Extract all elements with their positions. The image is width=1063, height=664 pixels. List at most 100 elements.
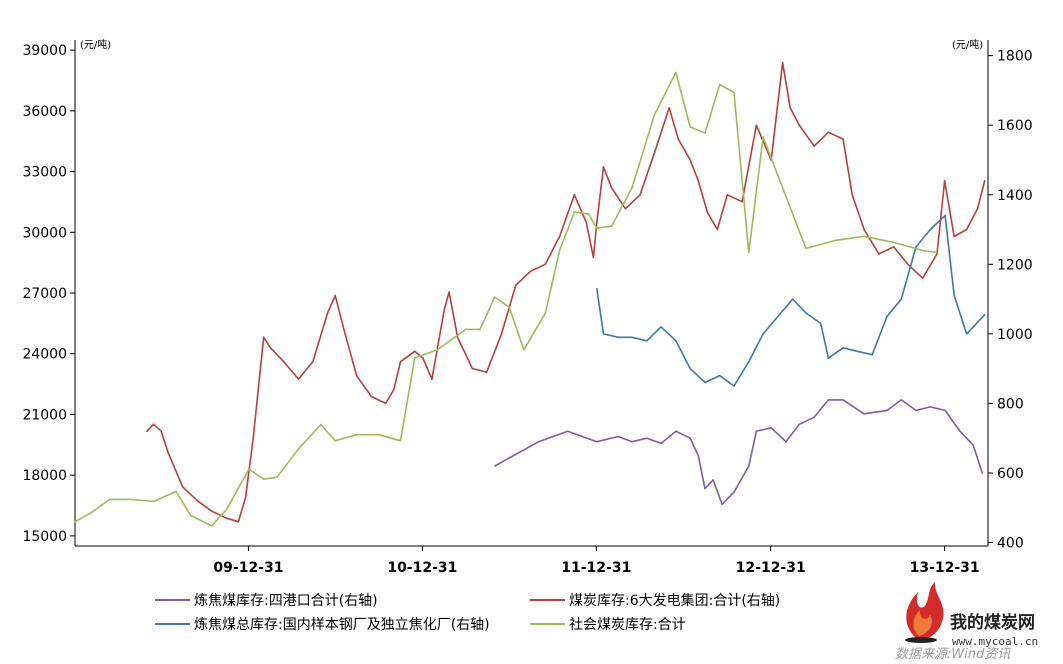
legend-item-power-group-coal: 煤炭库存:6大发电集团:合计(右轴) [530, 592, 780, 609]
data-point [704, 487, 706, 490]
data-point [871, 353, 873, 356]
data-point [748, 360, 750, 363]
data-point [587, 213, 590, 215]
data-point [915, 409, 917, 412]
data-point [733, 491, 735, 493]
data-point [697, 454, 700, 457]
data-point [297, 378, 300, 380]
data-point [334, 294, 337, 297]
data-point [624, 207, 627, 210]
data-point [414, 357, 416, 359]
data-point [900, 298, 903, 300]
data-point [983, 313, 986, 316]
data-point [755, 124, 758, 126]
data-point [972, 444, 974, 446]
data-point [921, 249, 924, 252]
data-point [944, 409, 946, 412]
data-point [892, 246, 895, 248]
data-point [798, 124, 801, 126]
data-point [660, 326, 662, 328]
data-point [639, 194, 641, 196]
data-point [704, 381, 706, 384]
data-point [827, 357, 830, 360]
left-tick-label: 18000 [22, 468, 67, 484]
data-point [211, 510, 213, 512]
data-point [733, 91, 735, 94]
data-point [851, 194, 853, 196]
legend-label: 社会煤炭库存:合计 [569, 617, 686, 633]
data-point [900, 399, 903, 401]
data-point [646, 340, 648, 342]
x-tick-label: 10-12-31 [387, 560, 457, 576]
data-point [523, 348, 525, 351]
data-point [704, 132, 706, 134]
data-point [384, 402, 387, 405]
data-point [953, 235, 955, 238]
data-point [842, 138, 844, 140]
data-point [269, 347, 272, 349]
data-point [443, 308, 446, 311]
data-point [167, 451, 169, 453]
data-point [355, 374, 358, 377]
data-point [181, 486, 184, 488]
data-point [983, 180, 986, 182]
data-point [370, 395, 373, 398]
data-point [596, 440, 598, 443]
data-point [842, 399, 844, 401]
data-point [515, 284, 517, 287]
data-point [646, 437, 648, 440]
data-point [677, 138, 680, 140]
data-point [596, 227, 598, 229]
data-point [500, 333, 503, 335]
data-point [706, 211, 709, 213]
data-point [972, 326, 974, 328]
data-point [631, 187, 633, 189]
data-point [785, 440, 787, 443]
data-point [431, 378, 433, 380]
data-point [573, 211, 576, 213]
data-point [653, 152, 656, 154]
legend-label: 炼焦煤库存:四港口合计(右轴) [194, 593, 378, 609]
data-point [585, 221, 588, 224]
data-point [748, 465, 750, 467]
data-point [558, 249, 561, 252]
data-point [936, 251, 938, 254]
legend-item-port-coking-coal: 炼焦煤库存:四港口合计(右轴) [155, 593, 378, 609]
data-point [262, 336, 265, 339]
left-axis-ticks: 15000 18000 21000 24000 27000 30000 33000 36000… [22, 43, 75, 545]
data-point [537, 440, 540, 443]
series-line-3 [74, 71, 938, 527]
data-point [770, 427, 772, 429]
right-tick-label: 400 [997, 536, 1024, 552]
data-point [675, 340, 677, 342]
watermark-source: 数据来源:Wind资讯 [895, 647, 1011, 662]
data-point [863, 235, 865, 238]
data-point [448, 291, 450, 293]
data-point [252, 437, 254, 440]
data-point [544, 263, 547, 266]
data-point [262, 478, 265, 481]
right-tick-label: 1600 [997, 118, 1033, 134]
left-tick-label: 15000 [22, 529, 67, 545]
data-point [109, 498, 111, 501]
data-point [456, 336, 459, 339]
data-point [610, 187, 613, 189]
data-point [544, 312, 547, 315]
data-point [863, 413, 865, 415]
data-point [813, 145, 815, 147]
flame-icon [905, 582, 944, 643]
watermark-url: www.mycoal.cn [952, 635, 1038, 648]
data-point [558, 235, 561, 238]
legend-label: 炼焦煤总库存:国内样本钢厂及独立焦化厂(右轴) [194, 617, 490, 633]
data-point [464, 328, 467, 331]
data-point [798, 423, 801, 426]
data-point [762, 333, 764, 335]
left-tick-label: 30000 [22, 225, 67, 241]
right-axis-unit: (元/吨) [952, 38, 983, 51]
x-tick-label: 12-12-31 [736, 560, 806, 576]
data-point [936, 253, 938, 255]
data-point [326, 312, 329, 314]
data-point [225, 517, 228, 519]
x-tick-label: 11-12-31 [561, 560, 631, 576]
data-point [886, 409, 888, 412]
